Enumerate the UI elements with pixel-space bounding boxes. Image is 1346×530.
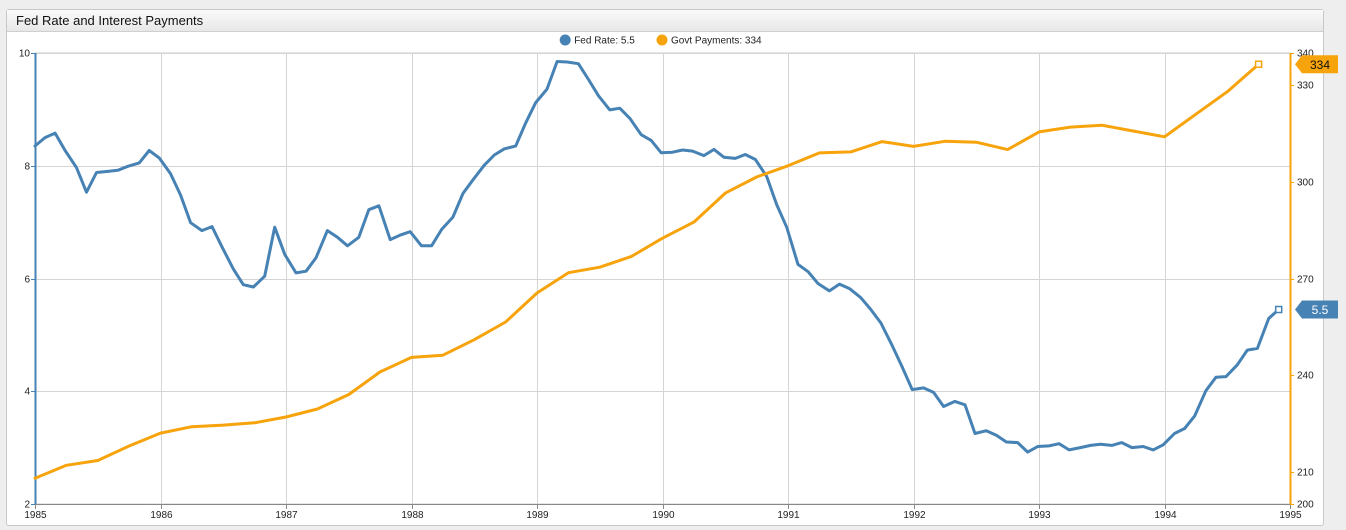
y-left-tick-label: 4: [24, 387, 30, 398]
govt-payments-badge-shape: [1295, 55, 1338, 74]
legend-swatch-govt-payments: [656, 34, 668, 46]
x-tick-label: 1986: [150, 510, 173, 521]
panel-title: Fed Rate and Interest Payments: [16, 13, 204, 28]
y-right-tick-label: 240: [1297, 371, 1314, 382]
x-tick-label: 1988: [401, 510, 424, 521]
x-tick-label: 1992: [903, 510, 926, 521]
govt-payments-end-marker: [1254, 60, 1263, 69]
fed-rate-end-badge: 5.5: [1295, 300, 1338, 319]
x-tick-label: 1990: [652, 510, 675, 521]
x-tick-label: 1985: [24, 510, 47, 521]
x-tick-label: 1989: [526, 510, 549, 521]
y-left-tick-label: 10: [19, 49, 31, 60]
legend-item-fed-rate[interactable]: Fed Rate: 5.5: [559, 34, 636, 47]
fed-rate-line: [33, 60, 1281, 454]
y-left-tick-label: 8: [24, 162, 30, 173]
chart-grid: [34, 52, 1291, 505]
y-left-tick-label: 6: [24, 275, 30, 286]
y-left-tick-label: 2: [24, 500, 30, 511]
legend-label-govt-payments: Govt Payments: 334: [671, 36, 762, 47]
x-tick-label: 1993: [1028, 510, 1051, 521]
x-tick-label: 1995: [1279, 510, 1302, 521]
y-right-tick-label: 330: [1297, 81, 1314, 92]
y-right-tick-label: 270: [1297, 275, 1314, 286]
fed-rate-badge-label: 5.5: [1312, 303, 1329, 317]
end-value-badges: 5.5 334: [1295, 55, 1338, 319]
y-right-tick-label: 210: [1297, 468, 1314, 479]
fed-rate-badge-shape: [1295, 300, 1338, 319]
chart-legend[interactable]: Fed Rate: 5.5 Govt Payments: 334: [559, 34, 763, 47]
y-right-tick-label: 200: [1297, 500, 1314, 511]
y-right-tick-label: 340: [1297, 49, 1314, 60]
chart-series: [33, 60, 1283, 480]
x-tick-label: 1987: [275, 510, 298, 521]
chart-axes: 1985 1986 1987 1988 1989 1990 1991 1992 1993 1994…: [19, 49, 1314, 522]
panel-header: Fed Rate and Interest Payments: [7, 10, 1323, 32]
govt-payments-badge-label: 334: [1310, 58, 1330, 72]
govt-payments-line: [33, 62, 1261, 480]
fed-rate-end-marker: [1274, 305, 1283, 314]
x-tick-label: 1994: [1154, 510, 1177, 521]
govt-payments-end-badge: 334: [1295, 55, 1338, 74]
legend-item-govt-payments[interactable]: Govt Payments: 334: [656, 34, 763, 47]
legend-label-fed-rate: Fed Rate: 5.5: [574, 36, 635, 47]
chart-panel: Fed Rate and Interest Payments: [6, 9, 1324, 526]
y-right-tick-label: 300: [1297, 178, 1314, 189]
plot-area: [34, 52, 1291, 505]
legend-swatch-fed-rate: [559, 34, 571, 46]
x-tick-label: 1991: [777, 510, 800, 521]
